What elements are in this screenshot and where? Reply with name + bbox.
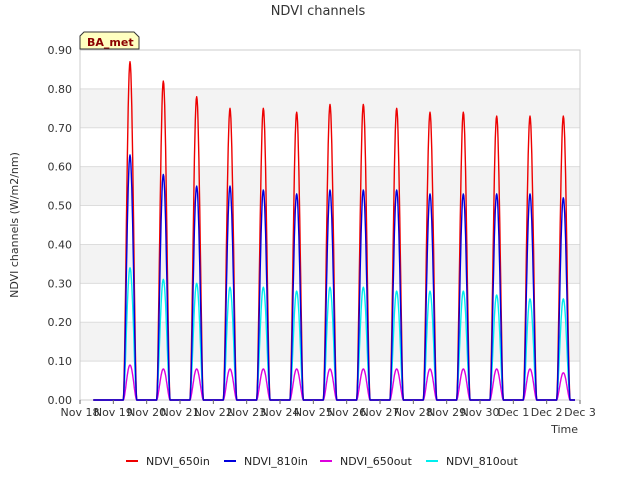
x-tick-label: Nov 29 [427,406,466,419]
plot-bands [80,88,580,362]
badge-shape [79,31,140,50]
legend: NDVI_650in NDVI_810in NDVI_650out NDVI_810o… [126,455,518,468]
x-tick-label: Dec 1 [497,406,529,419]
x-tick-label: Nov 30 [461,406,500,419]
x-tick-label: Nov 23 [227,406,266,419]
x-tick-label: Nov 28 [394,406,433,419]
plot-area [79,49,581,401]
x-axis-label: Time [550,423,578,436]
legend-label: NDVI_810in [244,455,308,468]
y-tick-label: 0.40 [48,238,73,251]
y-axis-label: NDVI channels (W/m2/nm) [8,152,21,298]
grid-band [80,166,580,206]
y-tick-label: 0.50 [48,200,73,213]
x-tick-label: Nov 22 [194,406,233,419]
y-axis-ticks: 0.00 0.10 0.20 0.30 0.40 0.50 0.60 0.70 0.80 0.90 [48,44,73,407]
grid-band [80,244,580,284]
x-tick-label: Nov 27 [361,406,400,419]
x-tick-label: Nov 25 [294,406,333,419]
x-tick-label: Nov 18 [61,406,100,419]
legend-label: NDVI_810out [446,455,518,468]
y-tick-label: 0.80 [48,83,73,96]
x-tick-label: Nov 21 [161,406,200,419]
x-tick-label: Nov 19 [94,406,133,419]
x-tick-label: Dec 3 [564,406,596,419]
y-tick-label: 0.10 [48,355,73,368]
y-tick-label: 0.90 [48,44,73,57]
legend-label: NDVI_650in [146,455,210,468]
x-tick-label: Dec 2 [531,406,563,419]
y-tick-label: 0.00 [48,394,73,407]
chart-title: NDVI channels [271,4,366,19]
site-badge: BA_met [79,31,140,50]
x-tick-label: Nov 24 [261,406,300,419]
y-tick-label: 0.20 [48,316,73,329]
grid-band [80,322,580,362]
badge-label: BA_met [87,36,134,49]
legend-label: NDVI_650out [340,455,412,468]
y-tick-label: 0.30 [48,277,73,290]
y-tick-label: 0.60 [48,161,73,174]
x-tick-label: Nov 26 [327,406,366,419]
x-tick-label: Nov 20 [127,406,166,419]
y-tick-label: 0.70 [48,122,73,135]
